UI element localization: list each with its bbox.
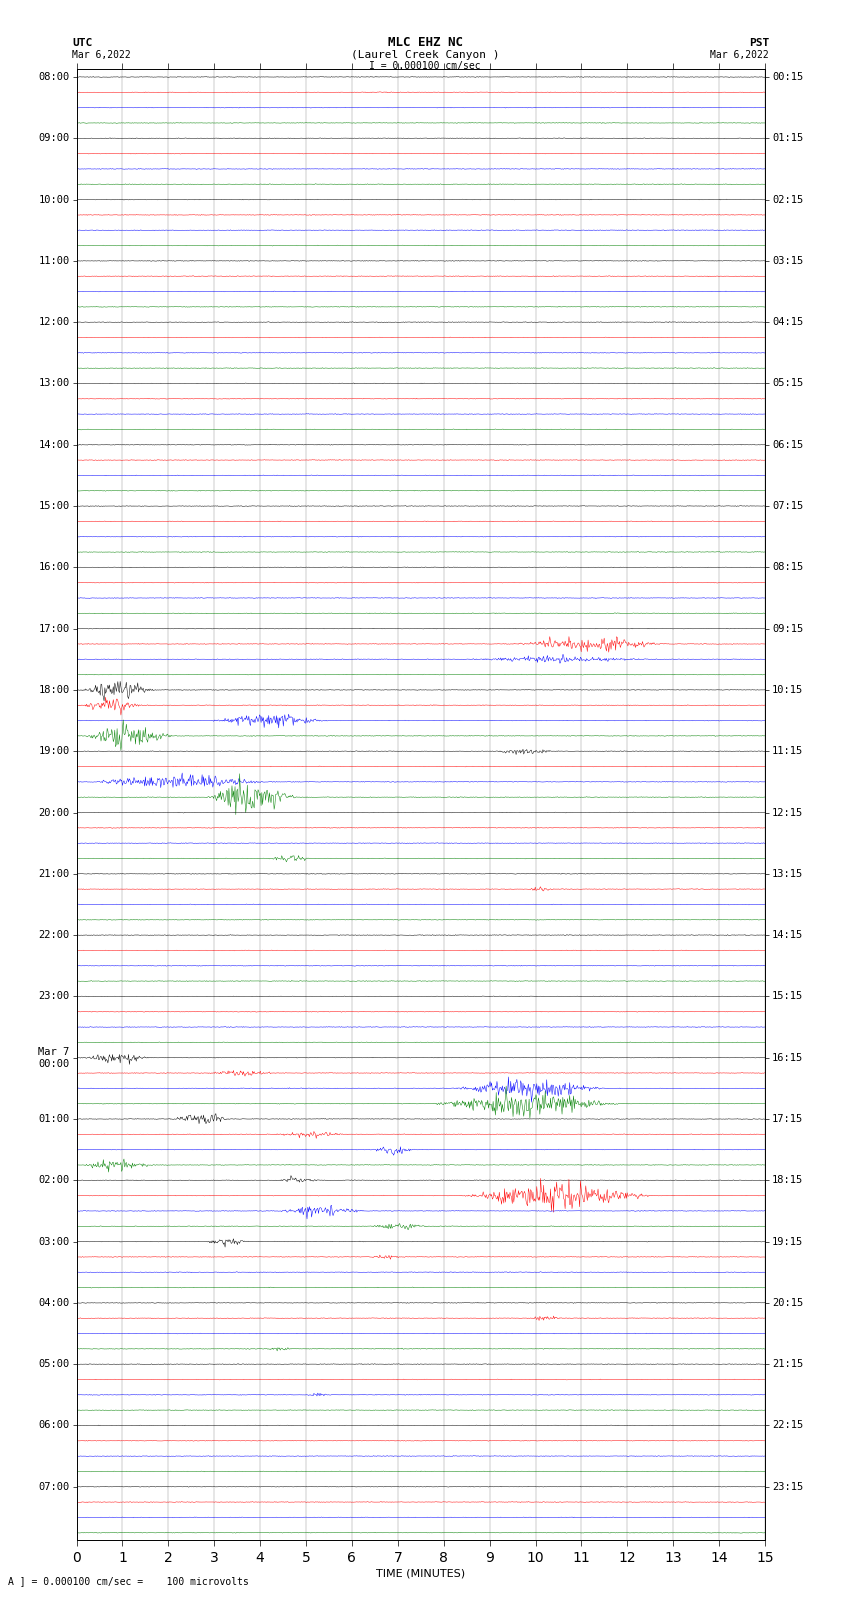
Text: I = 0.000100 cm/sec: I = 0.000100 cm/sec [369, 61, 481, 71]
Text: UTC: UTC [72, 37, 93, 48]
X-axis label: TIME (MINUTES): TIME (MINUTES) [377, 1569, 465, 1579]
Text: Mar 6,2022: Mar 6,2022 [711, 50, 769, 60]
Text: (Laurel Creek Canyon ): (Laurel Creek Canyon ) [351, 50, 499, 60]
Text: MLC EHZ NC: MLC EHZ NC [388, 35, 462, 50]
Text: A ] = 0.000100 cm/sec =    100 microvolts: A ] = 0.000100 cm/sec = 100 microvolts [8, 1576, 249, 1586]
Text: PST: PST [749, 37, 769, 48]
Text: Mar 6,2022: Mar 6,2022 [72, 50, 131, 60]
